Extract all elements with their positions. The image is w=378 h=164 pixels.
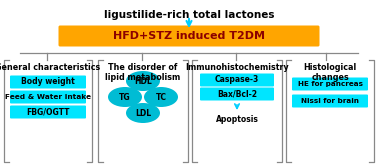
FancyBboxPatch shape bbox=[200, 73, 274, 86]
Text: General characteristics: General characteristics bbox=[0, 63, 101, 72]
FancyBboxPatch shape bbox=[10, 75, 86, 89]
FancyBboxPatch shape bbox=[292, 94, 368, 107]
FancyBboxPatch shape bbox=[10, 105, 86, 119]
Ellipse shape bbox=[126, 103, 160, 123]
Text: Nissl for brain: Nissl for brain bbox=[301, 98, 359, 104]
FancyBboxPatch shape bbox=[10, 91, 86, 103]
Text: TG: TG bbox=[119, 92, 131, 102]
Text: Histological
changes: Histological changes bbox=[304, 63, 356, 82]
Text: Bax/Bcl-2: Bax/Bcl-2 bbox=[217, 90, 257, 99]
FancyBboxPatch shape bbox=[59, 25, 319, 47]
FancyBboxPatch shape bbox=[200, 88, 274, 101]
Ellipse shape bbox=[126, 71, 160, 91]
Ellipse shape bbox=[144, 87, 178, 107]
Text: TC: TC bbox=[155, 92, 166, 102]
Text: ligustilide-rich total lactones: ligustilide-rich total lactones bbox=[104, 10, 274, 20]
Text: HE for pancreas: HE for pancreas bbox=[297, 81, 363, 87]
Text: LDL: LDL bbox=[135, 109, 151, 117]
Text: HDL: HDL bbox=[134, 76, 152, 85]
Ellipse shape bbox=[108, 87, 142, 107]
FancyBboxPatch shape bbox=[292, 78, 368, 91]
Text: Immunohistochemistry: Immunohistochemistry bbox=[185, 63, 289, 72]
Text: HFD+STZ induced T2DM: HFD+STZ induced T2DM bbox=[113, 31, 265, 41]
Text: Feed & Water intake: Feed & Water intake bbox=[5, 94, 91, 100]
Text: Body weight: Body weight bbox=[21, 78, 75, 86]
Text: FBG/OGTT: FBG/OGTT bbox=[26, 107, 70, 116]
Text: Caspase-3: Caspase-3 bbox=[215, 75, 259, 84]
Text: The disorder of
lipid metabolism: The disorder of lipid metabolism bbox=[105, 63, 181, 82]
Text: Apoptosis: Apoptosis bbox=[215, 115, 259, 124]
